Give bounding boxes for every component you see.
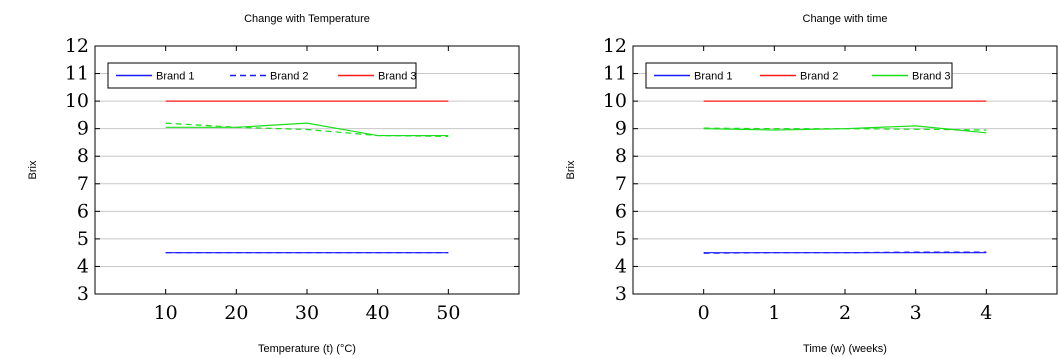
y-tick-label: 8 [615, 145, 627, 167]
legend-label: Brand 3 [912, 71, 951, 83]
y-tick-label: 10 [65, 90, 89, 112]
y-axis-label: Brix [565, 160, 577, 179]
y-tick-label: 11 [603, 63, 627, 85]
legend-label: Brand 1 [694, 71, 733, 83]
chart-1: Change with Temperature 3 4 5 6 7 8 9 10 11 12 10 20… [27, 13, 520, 355]
y-axis-label: Brix [27, 160, 39, 179]
legend-label: Brand 2 [800, 71, 839, 83]
y-tick-label: 5 [77, 228, 89, 250]
y-tick-label: 6 [77, 200, 89, 222]
x-tick-label: 0 [698, 302, 710, 324]
x-tick-label: 30 [295, 302, 319, 324]
x-tick-label: 40 [366, 302, 390, 324]
y-tick-label: 12 [603, 35, 627, 57]
y-tick-label: 6 [615, 200, 627, 222]
x-axis-label: Time (w) (weeks) [803, 343, 887, 355]
y-tick-label: 11 [65, 63, 89, 85]
x-tick-label: 2 [839, 302, 851, 324]
legend-label: Brand 3 [378, 71, 417, 83]
chart-title: Change with time [803, 13, 888, 25]
y-tick-label: 3 [615, 283, 627, 305]
y-tick-label: 8 [77, 145, 89, 167]
y-tick-label: 7 [615, 173, 627, 195]
x-tick-label: 10 [154, 302, 178, 324]
legend-label: Brand 2 [270, 71, 309, 83]
y-tick-label: 9 [77, 118, 89, 140]
y-tick-label: 4 [615, 255, 627, 277]
y-tick-label: 12 [65, 35, 89, 57]
series-line-extra-2 [165, 122, 449, 137]
y-tick-label: 4 [77, 255, 89, 277]
y-tick-label: 10 [603, 90, 627, 112]
x-tick-label: 50 [436, 302, 460, 324]
x-tick-label: 4 [980, 302, 992, 324]
y-tick-label: 3 [77, 283, 89, 305]
chart-title: Change with Temperature [244, 13, 370, 25]
x-axis-label: Temperature (t) (°C) [258, 343, 356, 355]
x-tick-label: 1 [768, 302, 780, 324]
y-tick-label: 9 [615, 118, 627, 140]
y-tick-label: 5 [615, 228, 627, 250]
legend-label: Brand 1 [156, 71, 195, 83]
x-tick-label: 3 [910, 302, 922, 324]
x-tick-label: 20 [224, 302, 248, 324]
series-line-brand-3 [703, 125, 987, 134]
y-tick-label: 7 [77, 173, 89, 195]
